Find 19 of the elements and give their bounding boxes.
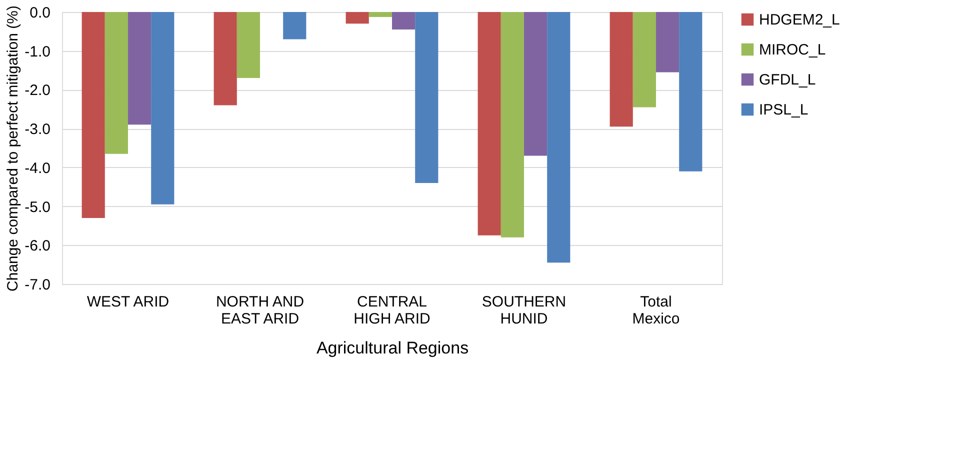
- legend-label: IPSL_L: [759, 102, 808, 118]
- legend-label: GFDL_L: [759, 72, 816, 88]
- y-tick-label: -3.0: [24, 121, 50, 138]
- y-tick-label: 0.0: [30, 4, 50, 22]
- y-tick-label: -1.0: [24, 43, 50, 60]
- y-tick-label: -7.0: [24, 276, 50, 294]
- x-tick-label: Total Mexico: [632, 294, 680, 328]
- y-tick-label: -6.0: [24, 238, 50, 255]
- y-tick-label: -4.0: [24, 160, 50, 177]
- y-tick-label: -5.0: [24, 198, 50, 216]
- legend-label: HDGEM2_L: [759, 12, 840, 28]
- y-axis-title: Change compared to perfect mitigation (%): [4, 6, 22, 292]
- x-tick-label: SOUTHERN HUNID: [482, 294, 566, 328]
- x-axis-title: Agricultural Regions: [316, 338, 469, 358]
- x-tick-label: WEST ARID: [86, 294, 170, 310]
- legend-label: MIROC_L: [759, 42, 826, 58]
- x-tick-label: NORTH AND EAST ARID: [216, 294, 304, 328]
- x-tick-label: CENTRAL HIGH ARID: [354, 294, 430, 328]
- y-tick-label: -2.0: [24, 82, 50, 100]
